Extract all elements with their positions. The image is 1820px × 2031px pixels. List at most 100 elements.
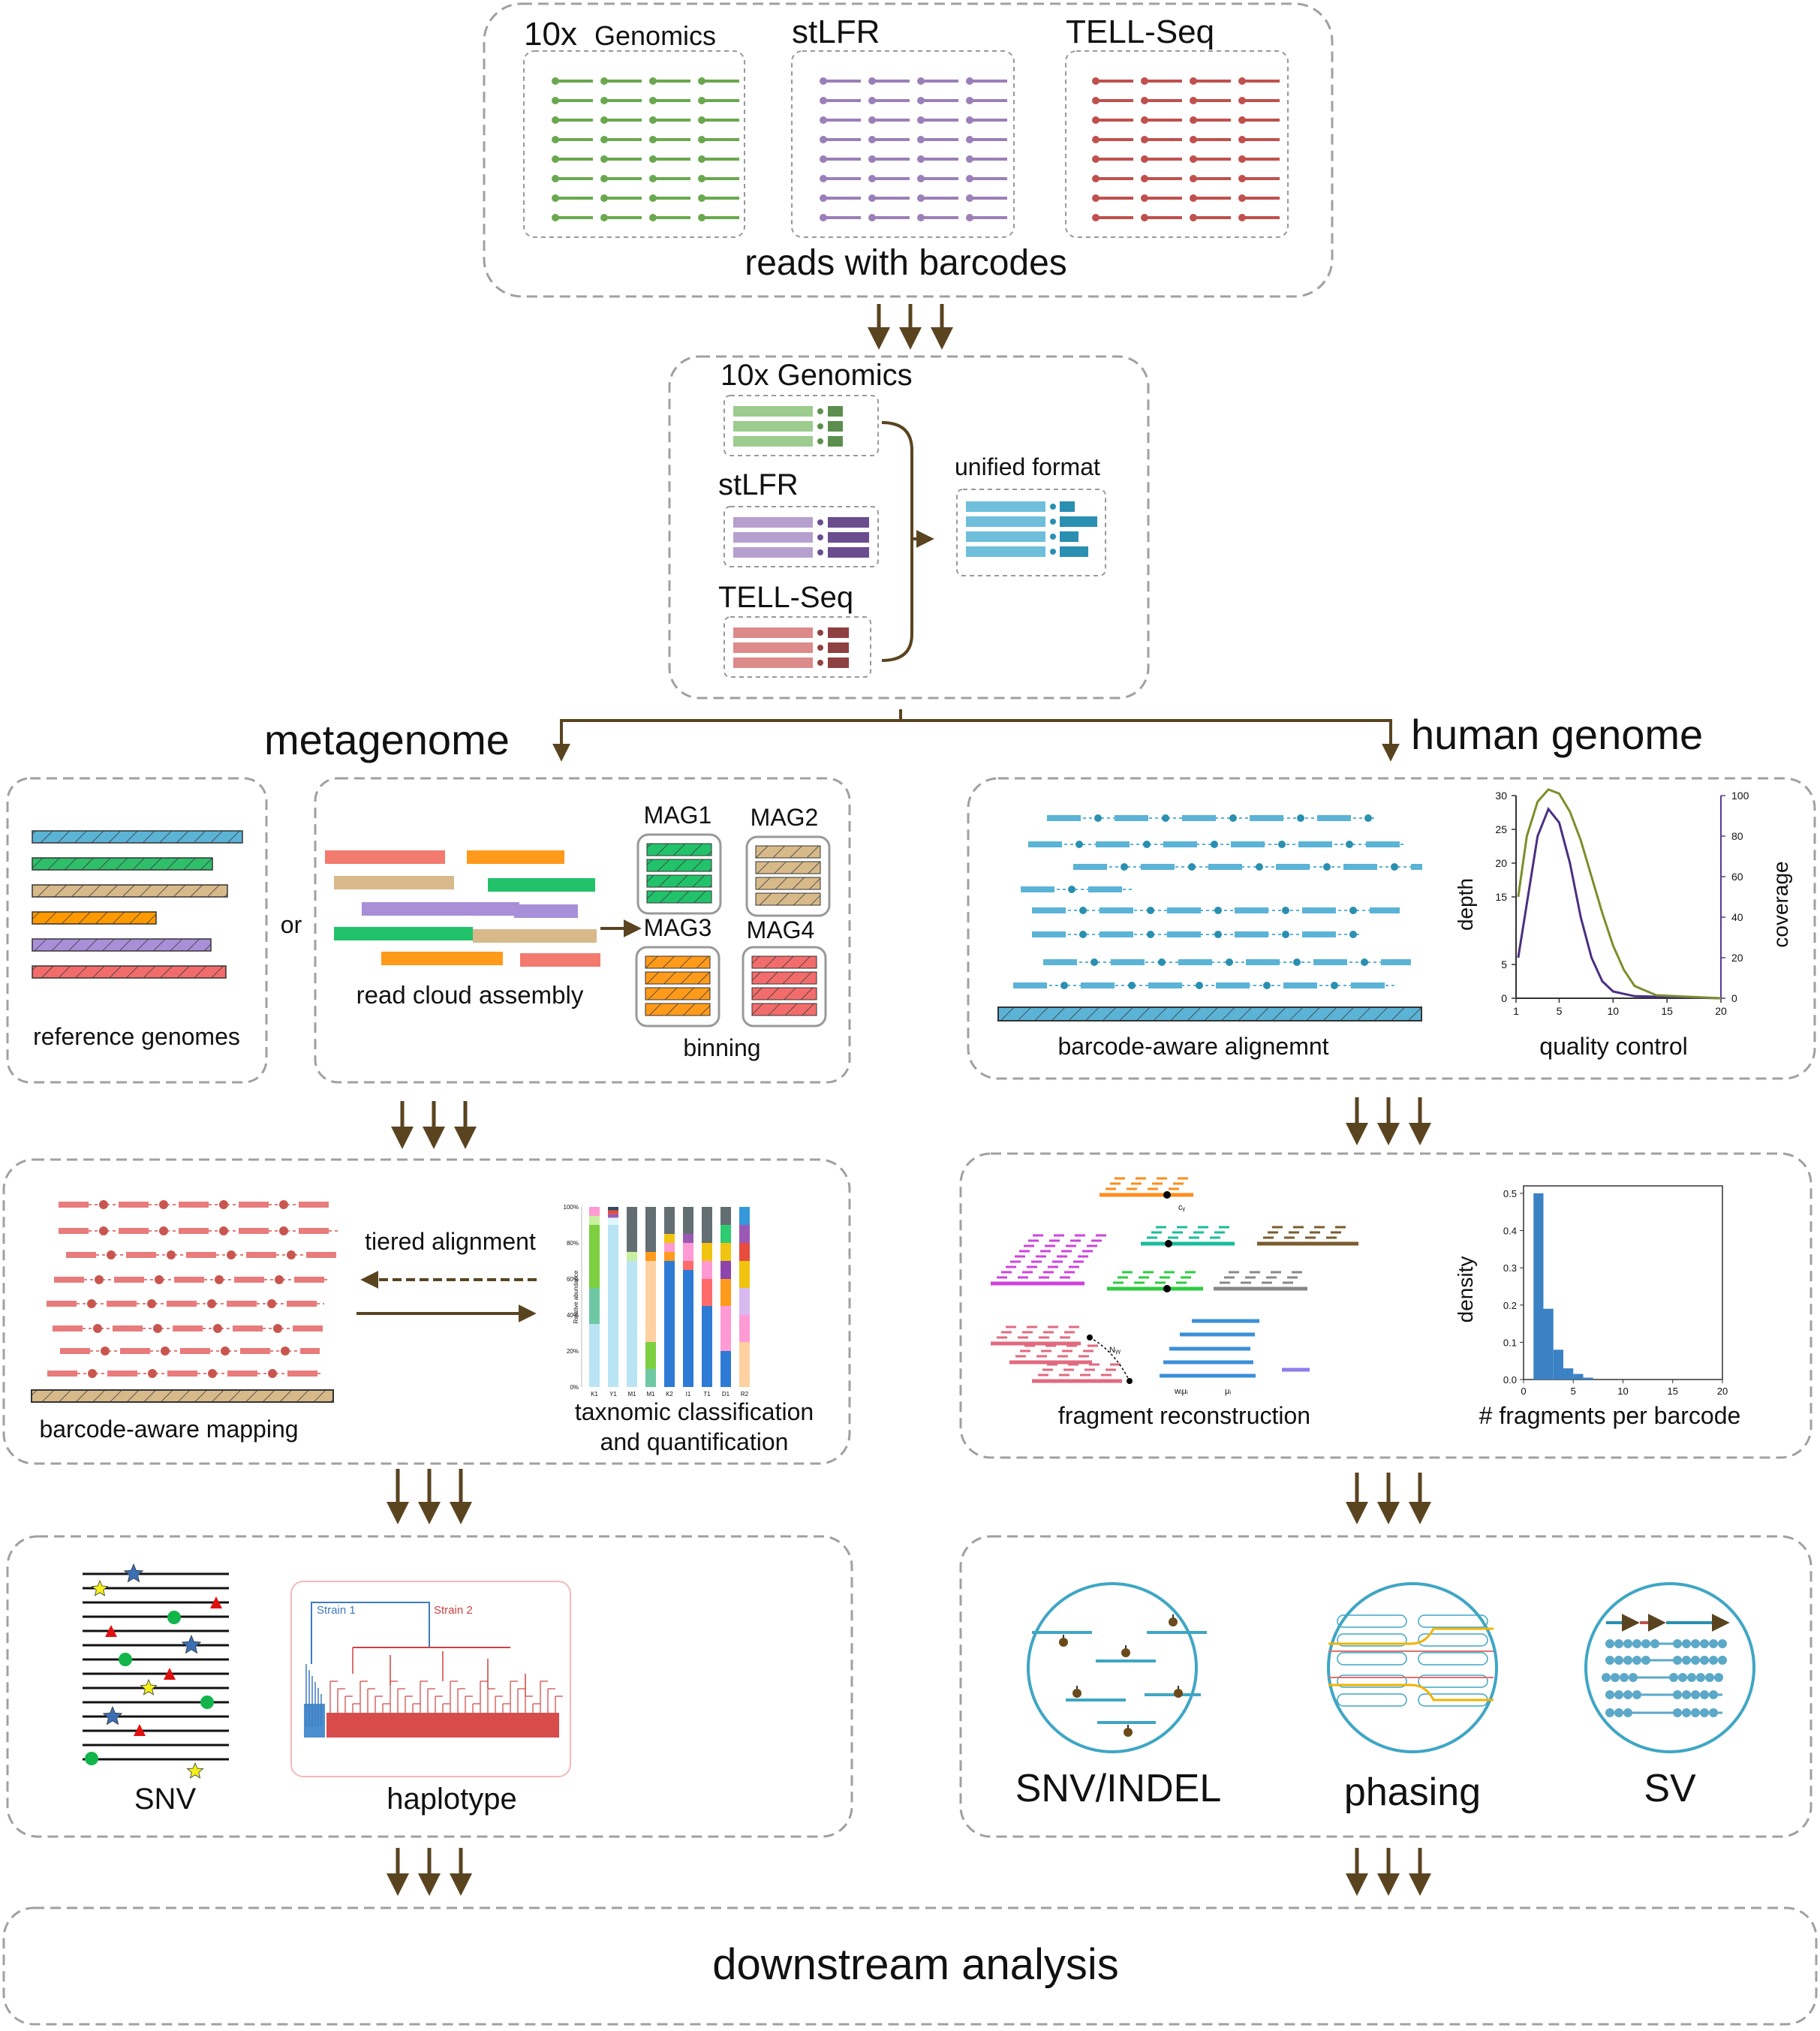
barcode-dot [1141, 175, 1148, 182]
platform-10x-prefix: 10x [524, 16, 577, 53]
barcode-dot [649, 136, 657, 143]
taxo-x-tick: T1 [703, 1391, 711, 1398]
barcode-dot [868, 77, 876, 85]
barcode-dot [219, 1200, 228, 1209]
stlfr-format-box [723, 506, 879, 567]
mapped-reads [47, 1200, 338, 1378]
read-segment [47, 1371, 77, 1377]
barcode-dot [1293, 958, 1301, 966]
barcode-dot [1226, 958, 1233, 966]
taxo-segment [589, 1216, 600, 1225]
read-segment [1235, 907, 1268, 913]
taxo-segment [664, 1261, 675, 1387]
unified-read [966, 501, 1045, 512]
phase-block [1337, 1693, 1407, 1707]
downstream-panel [2, 1906, 1818, 2026]
barcode-dot [1075, 841, 1083, 848]
barcode-dot [1141, 214, 1148, 221]
barcode-dot [279, 1200, 288, 1209]
contig-bar [467, 850, 564, 864]
read-segment [120, 1348, 150, 1354]
barcode-dot [649, 194, 657, 202]
barcode-dot [966, 175, 973, 182]
read-segment [114, 1277, 144, 1283]
read-segment [234, 1277, 264, 1283]
taxo-segment [608, 1214, 618, 1218]
read-segment [1167, 907, 1201, 913]
barcode-dot [868, 97, 876, 104]
tellseq-format-barcode [828, 627, 849, 638]
taxo-segment [702, 1207, 712, 1243]
qc-left-tick-label: 0 [1501, 992, 1507, 1004]
read-segment [1013, 982, 1047, 988]
taxo-x-tick: M1 [627, 1391, 636, 1398]
read-segment [299, 1228, 329, 1234]
variant-dot [1121, 1648, 1130, 1657]
read-segment [1313, 959, 1347, 965]
unified-read [966, 531, 1045, 542]
mag-contig-hatch [645, 972, 710, 984]
read-segment [1081, 982, 1115, 988]
stlfr-format-read [733, 517, 813, 528]
reference-genome-hatch [32, 939, 211, 951]
hist-bar [1553, 1349, 1563, 1380]
barcode-dot [868, 155, 876, 163]
read-segment [179, 1202, 209, 1208]
barcode-dot [698, 136, 705, 143]
barcode-dot [1256, 863, 1263, 871]
tiered-label: tiered alignment [365, 1228, 536, 1255]
contig-bar [520, 953, 600, 967]
stlfr-format-barcode [828, 517, 869, 528]
barcode-dot [207, 1299, 216, 1308]
human-variant-panel [959, 1535, 1812, 1838]
barcode-dot [1238, 214, 1246, 221]
unified-barcode [1060, 546, 1088, 557]
read-segment [1141, 864, 1175, 870]
reads-10x-box [523, 50, 745, 238]
barcode-dot [600, 175, 608, 182]
barcode-dot [215, 1275, 224, 1284]
taxo-segment [645, 1207, 656, 1252]
red-triangle-variant [210, 1596, 222, 1608]
barcode-dot [698, 175, 705, 182]
barcode-dot [1190, 136, 1197, 143]
barcode-dot [1090, 958, 1098, 966]
barcode-dot [1092, 194, 1100, 202]
barcode-dot [868, 175, 876, 182]
mag-contig-hatch [752, 972, 817, 984]
haplotype-caption: haplotype [387, 1783, 516, 1816]
barcode-dot [552, 97, 559, 104]
taxo-segment [720, 1306, 731, 1351]
reads-10x-grid [552, 77, 739, 221]
tellseq-format-read [733, 627, 813, 638]
strain1-leaves [304, 1704, 325, 1738]
phase-block [1418, 1674, 1488, 1688]
barcode-dot [552, 136, 559, 143]
taxo-segment [589, 1288, 600, 1324]
tenx-format-read [733, 436, 813, 447]
contig-bar [334, 876, 454, 889]
branch-metagenome: metagenome [264, 716, 510, 763]
sv-caption: SV [1644, 1767, 1696, 1810]
read-segment [1021, 886, 1054, 892]
barcode-dot [1092, 214, 1100, 221]
barcode-dot [600, 136, 608, 143]
strain2-leaves [326, 1713, 559, 1738]
taxo-segment [645, 1369, 656, 1387]
split-arrow-human [901, 719, 1400, 762]
unified-read [966, 546, 1045, 557]
merge-bracket [881, 421, 913, 662]
reads-stlfr-box [791, 50, 1015, 238]
green-circle-variant [85, 1752, 98, 1765]
read-cloud-bars [325, 850, 600, 967]
conv-unified-label: unified format [955, 453, 1100, 480]
mag-contig-hatch [752, 1003, 817, 1016]
barcode-dot [1238, 116, 1246, 124]
barcode-dot [1263, 982, 1271, 989]
tenx-format-barcode [828, 436, 843, 447]
reads-panel [483, 2, 1334, 298]
barcode-dot [1068, 886, 1075, 893]
reference-genome-hatch [32, 966, 226, 978]
strain-dendrogram [290, 1581, 571, 1777]
